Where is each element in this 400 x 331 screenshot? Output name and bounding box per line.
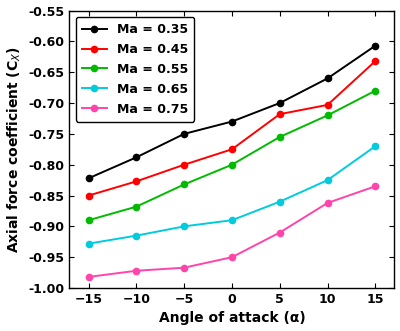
Ma = 0.45 xyxy=(86,194,91,198)
Ma = 0.35 xyxy=(230,119,234,123)
Ma = 0.55 xyxy=(134,205,139,209)
Ma = 0.55 xyxy=(230,163,234,167)
Ma = 0.55 xyxy=(325,114,330,118)
Ma = 0.55 xyxy=(86,218,91,222)
Ma = 0.45 xyxy=(277,112,282,116)
Ma = 0.55 xyxy=(277,135,282,139)
Ma = 0.75 xyxy=(182,266,186,270)
Ma = 0.65 xyxy=(325,178,330,182)
Line: Ma = 0.75: Ma = 0.75 xyxy=(86,183,378,280)
Ma = 0.75 xyxy=(277,231,282,235)
Ma = 0.45 xyxy=(325,103,330,107)
Ma = 0.55 xyxy=(182,182,186,186)
Line: Ma = 0.65: Ma = 0.65 xyxy=(86,143,378,247)
Ma = 0.65 xyxy=(182,224,186,228)
Ma = 0.65 xyxy=(86,242,91,246)
Legend: Ma = 0.35, Ma = 0.45, Ma = 0.55, Ma = 0.65, Ma = 0.75: Ma = 0.35, Ma = 0.45, Ma = 0.55, Ma = 0.… xyxy=(76,17,194,122)
Line: Ma = 0.45: Ma = 0.45 xyxy=(86,58,378,199)
Ma = 0.75 xyxy=(230,255,234,259)
X-axis label: Angle of attack (α): Angle of attack (α) xyxy=(158,311,305,325)
Ma = 0.65 xyxy=(373,144,378,148)
Ma = 0.45 xyxy=(182,163,186,167)
Ma = 0.35 xyxy=(182,132,186,136)
Y-axis label: Axial force coefficient (C$_X$): Axial force coefficient (C$_X$) xyxy=(6,46,23,253)
Ma = 0.65 xyxy=(134,234,139,238)
Ma = 0.75 xyxy=(86,275,91,279)
Line: Ma = 0.55: Ma = 0.55 xyxy=(86,88,378,223)
Ma = 0.45 xyxy=(230,147,234,151)
Ma = 0.75 xyxy=(325,201,330,205)
Ma = 0.45 xyxy=(373,59,378,63)
Ma = 0.35 xyxy=(373,44,378,48)
Ma = 0.35 xyxy=(277,101,282,105)
Ma = 0.75 xyxy=(373,184,378,188)
Ma = 0.75 xyxy=(134,269,139,273)
Ma = 0.45 xyxy=(134,179,139,183)
Line: Ma = 0.35: Ma = 0.35 xyxy=(86,43,378,181)
Ma = 0.35 xyxy=(325,76,330,80)
Ma = 0.35 xyxy=(86,176,91,180)
Ma = 0.35 xyxy=(134,155,139,159)
Ma = 0.55 xyxy=(373,89,378,93)
Ma = 0.65 xyxy=(230,218,234,222)
Ma = 0.65 xyxy=(277,200,282,204)
